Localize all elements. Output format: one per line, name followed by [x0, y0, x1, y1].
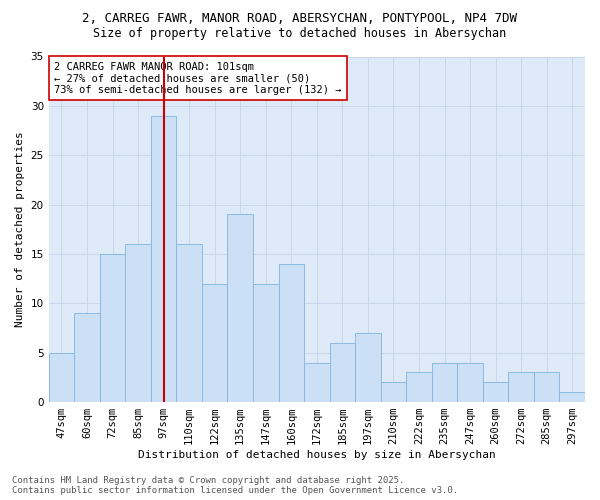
Bar — [304, 362, 329, 402]
Bar — [406, 372, 432, 402]
Bar — [49, 352, 74, 402]
Bar — [329, 343, 355, 402]
Text: Contains HM Land Registry data © Crown copyright and database right 2025.
Contai: Contains HM Land Registry data © Crown c… — [12, 476, 458, 495]
Bar — [355, 333, 380, 402]
Text: Size of property relative to detached houses in Abersychan: Size of property relative to detached ho… — [94, 28, 506, 40]
Bar — [227, 214, 253, 402]
Bar — [278, 264, 304, 402]
Bar — [202, 284, 227, 402]
Y-axis label: Number of detached properties: Number of detached properties — [15, 132, 25, 327]
Bar — [176, 244, 202, 402]
Bar — [457, 362, 483, 402]
Bar — [125, 244, 151, 402]
Bar — [432, 362, 457, 402]
Bar — [534, 372, 559, 402]
Bar — [508, 372, 534, 402]
Text: 2, CARREG FAWR, MANOR ROAD, ABERSYCHAN, PONTYPOOL, NP4 7DW: 2, CARREG FAWR, MANOR ROAD, ABERSYCHAN, … — [83, 12, 517, 26]
Bar — [151, 116, 176, 402]
Bar — [74, 313, 100, 402]
Bar — [253, 284, 278, 402]
Bar — [380, 382, 406, 402]
Text: 2 CARREG FAWR MANOR ROAD: 101sqm
← 27% of detached houses are smaller (50)
73% o: 2 CARREG FAWR MANOR ROAD: 101sqm ← 27% o… — [54, 62, 341, 95]
Bar — [483, 382, 508, 402]
Bar — [100, 254, 125, 402]
X-axis label: Distribution of detached houses by size in Abersychan: Distribution of detached houses by size … — [138, 450, 496, 460]
Bar — [559, 392, 585, 402]
